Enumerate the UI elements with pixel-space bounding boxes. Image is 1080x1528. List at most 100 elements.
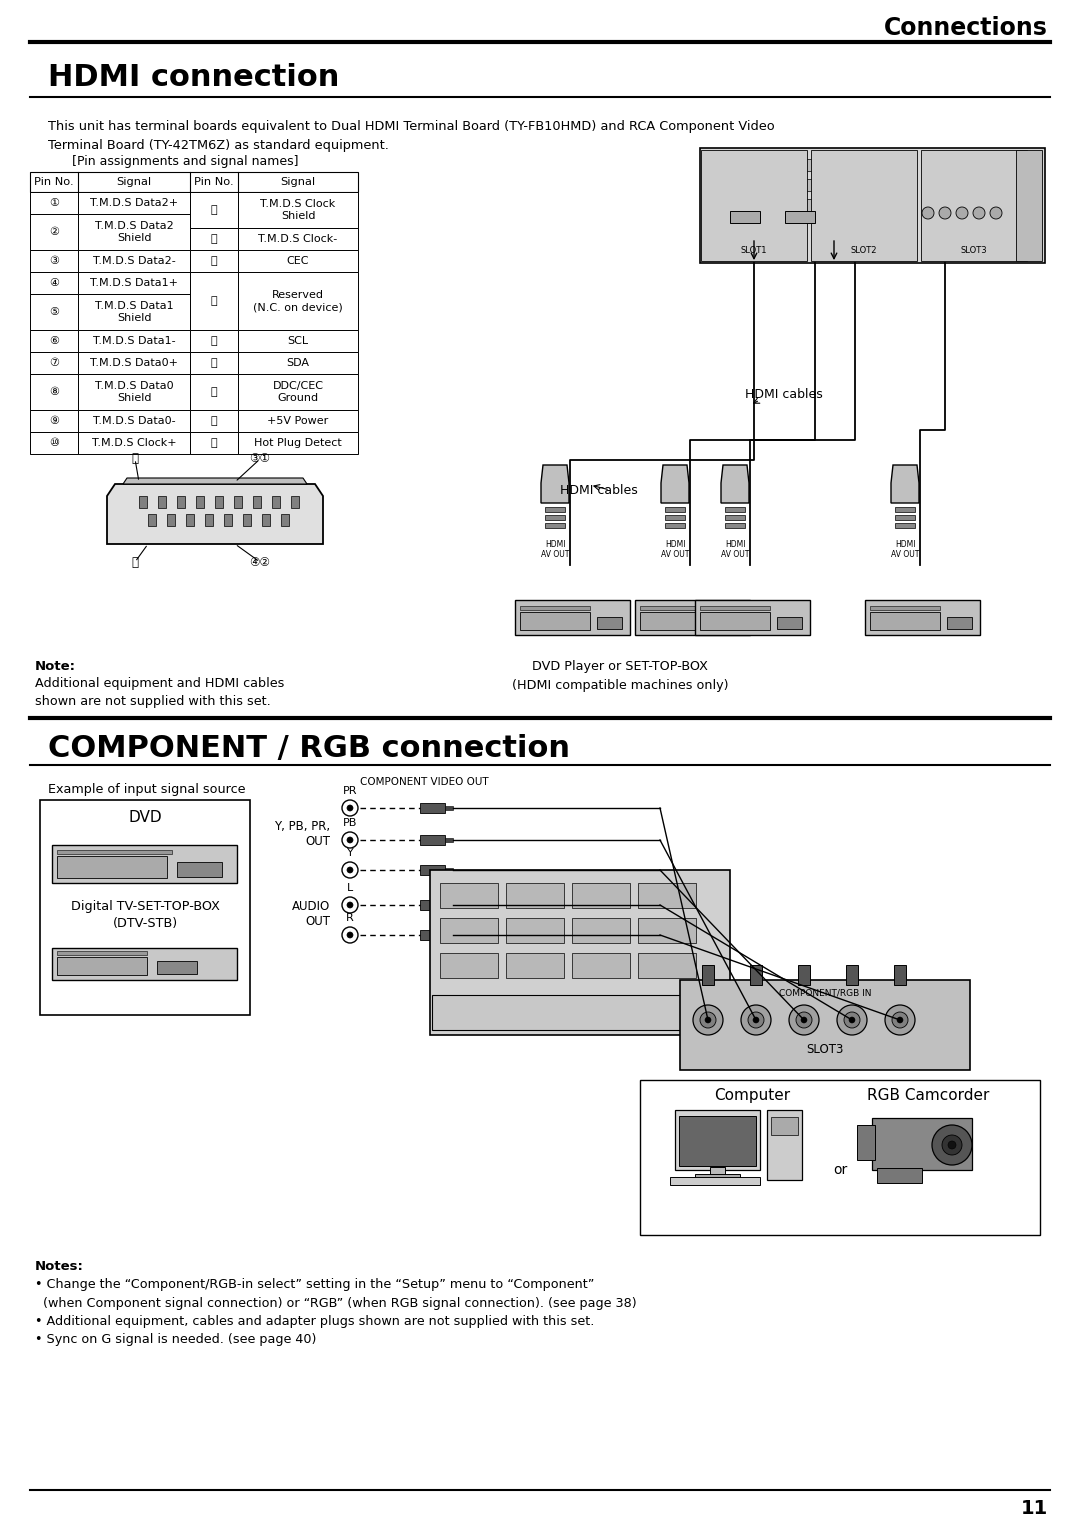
Text: ④②: ④② <box>249 556 270 568</box>
Circle shape <box>837 1005 867 1034</box>
Bar <box>877 1167 922 1183</box>
Text: 11: 11 <box>1021 1499 1048 1517</box>
Text: Y: Y <box>347 848 353 859</box>
Bar <box>272 497 280 507</box>
Bar <box>253 497 261 507</box>
Bar <box>700 613 770 630</box>
Text: ③①: ③① <box>249 452 270 466</box>
Bar <box>725 515 745 520</box>
Bar <box>665 515 685 520</box>
Polygon shape <box>123 478 307 484</box>
Bar <box>519 613 590 630</box>
Bar <box>895 507 915 512</box>
Bar <box>679 1115 756 1166</box>
Bar <box>597 617 622 630</box>
Text: ⑩: ⑩ <box>49 439 59 448</box>
Text: Computer: Computer <box>714 1088 791 1103</box>
Bar <box>445 903 453 908</box>
Bar <box>190 251 238 272</box>
Text: ⑮: ⑮ <box>211 336 217 345</box>
Circle shape <box>342 801 357 816</box>
Text: COMPONENT / RGB connection: COMPONENT / RGB connection <box>48 733 570 762</box>
Text: Hot Plug Detect: Hot Plug Detect <box>254 439 342 448</box>
Bar <box>281 513 289 526</box>
Bar <box>445 868 453 872</box>
Bar <box>717 617 742 630</box>
Text: ⑲: ⑲ <box>211 439 217 448</box>
Bar <box>30 410 78 432</box>
Bar <box>771 1117 798 1135</box>
Bar <box>190 272 238 330</box>
Bar <box>57 950 147 955</box>
Bar <box>895 515 915 520</box>
Bar <box>190 330 238 351</box>
Text: SCL: SCL <box>287 336 309 345</box>
Bar <box>870 613 940 630</box>
Bar <box>238 193 357 228</box>
Bar <box>190 351 238 374</box>
Text: ⑤: ⑤ <box>49 307 59 316</box>
Circle shape <box>347 805 353 811</box>
Bar <box>238 351 357 374</box>
Bar <box>665 507 685 512</box>
Text: Signal: Signal <box>281 177 315 186</box>
Bar <box>870 607 940 610</box>
Bar <box>177 497 185 507</box>
Bar <box>215 497 222 507</box>
Bar <box>30 251 78 272</box>
Bar <box>420 834 445 845</box>
Bar <box>420 900 445 911</box>
Text: ⑯: ⑯ <box>211 358 217 368</box>
Text: ⑫: ⑫ <box>211 234 217 244</box>
Bar <box>725 523 745 529</box>
Bar <box>947 617 972 630</box>
Bar <box>638 953 696 978</box>
Bar <box>432 995 728 1030</box>
Bar <box>572 918 630 943</box>
Text: HDMI
AV OUT: HDMI AV OUT <box>720 539 750 559</box>
Text: DDC/CEC
Ground: DDC/CEC Ground <box>272 380 324 403</box>
Text: SLOT3: SLOT3 <box>807 1044 843 1056</box>
Polygon shape <box>661 465 689 503</box>
Bar <box>57 856 167 879</box>
Bar <box>750 966 762 986</box>
Circle shape <box>347 902 353 908</box>
Text: T.M.D.S Data2
Shield: T.M.D.S Data2 Shield <box>95 222 174 243</box>
Bar <box>78 214 190 251</box>
Bar <box>57 850 172 854</box>
Text: T.M.D.S Data1-: T.M.D.S Data1- <box>93 336 175 345</box>
Circle shape <box>342 927 357 943</box>
Text: L: L <box>347 883 353 892</box>
Bar <box>798 966 810 986</box>
Bar <box>785 211 815 223</box>
Bar <box>665 523 685 529</box>
Bar <box>238 251 357 272</box>
Circle shape <box>843 1012 860 1028</box>
Bar <box>445 837 453 842</box>
Text: ④: ④ <box>49 278 59 287</box>
Circle shape <box>922 206 934 219</box>
Bar <box>700 148 1045 263</box>
Bar <box>788 179 820 191</box>
Bar <box>190 432 238 454</box>
Polygon shape <box>107 484 323 544</box>
Bar <box>158 497 166 507</box>
Text: RGB Camcorder: RGB Camcorder <box>867 1088 989 1103</box>
Bar <box>748 179 780 191</box>
Text: COMPONENT VIDEO OUT: COMPONENT VIDEO OUT <box>360 778 488 787</box>
Circle shape <box>748 1012 764 1028</box>
Bar <box>440 918 498 943</box>
Bar <box>157 961 197 973</box>
Text: ⑧: ⑧ <box>49 387 59 397</box>
Bar <box>238 330 357 351</box>
Bar <box>767 1109 802 1180</box>
Bar <box>177 862 222 877</box>
Bar <box>670 1177 760 1186</box>
Text: HDMI cables: HDMI cables <box>745 388 823 402</box>
Bar <box>921 150 1027 261</box>
Bar <box>545 515 565 520</box>
Text: • Change the “Component/RGB-in select” setting in the “Setup” menu to “Component: • Change the “Component/RGB-in select” s… <box>35 1277 636 1346</box>
Bar <box>811 150 917 261</box>
Text: T.M.D.S Data0+: T.M.D.S Data0+ <box>90 358 178 368</box>
Text: R: R <box>346 914 354 923</box>
